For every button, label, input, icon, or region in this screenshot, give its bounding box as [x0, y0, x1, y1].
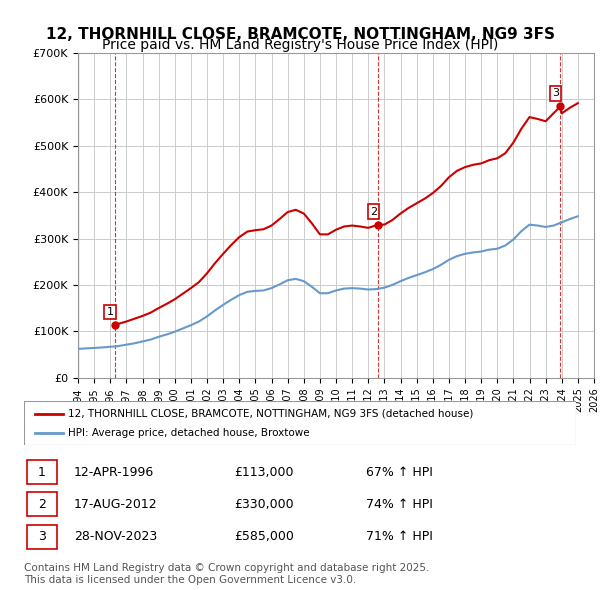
Text: 17-AUG-2012: 17-AUG-2012 — [74, 498, 157, 511]
Text: £113,000: £113,000 — [234, 466, 293, 479]
FancyBboxPatch shape — [24, 401, 576, 445]
Text: 74% ↑ HPI: 74% ↑ HPI — [366, 498, 433, 511]
Text: Contains HM Land Registry data © Crown copyright and database right 2025.
This d: Contains HM Land Registry data © Crown c… — [24, 563, 430, 585]
Text: 3: 3 — [38, 530, 46, 543]
FancyBboxPatch shape — [27, 525, 57, 549]
Text: 12-APR-1996: 12-APR-1996 — [74, 466, 154, 479]
Text: 1: 1 — [38, 466, 46, 479]
Text: 67% ↑ HPI: 67% ↑ HPI — [366, 466, 433, 479]
Text: 1: 1 — [106, 307, 113, 317]
Text: 12, THORNHILL CLOSE, BRAMCOTE, NOTTINGHAM, NG9 3FS: 12, THORNHILL CLOSE, BRAMCOTE, NOTTINGHA… — [46, 27, 554, 41]
Text: HPI: Average price, detached house, Broxtowe: HPI: Average price, detached house, Brox… — [68, 428, 310, 438]
Text: 2: 2 — [370, 206, 377, 217]
FancyBboxPatch shape — [27, 460, 57, 484]
Text: 12, THORNHILL CLOSE, BRAMCOTE, NOTTINGHAM, NG9 3FS (detached house): 12, THORNHILL CLOSE, BRAMCOTE, NOTTINGHA… — [68, 409, 473, 418]
Text: 28-NOV-2023: 28-NOV-2023 — [74, 530, 157, 543]
Text: 2: 2 — [38, 498, 46, 511]
Text: Price paid vs. HM Land Registry's House Price Index (HPI): Price paid vs. HM Land Registry's House … — [102, 38, 498, 53]
Text: £585,000: £585,000 — [234, 530, 293, 543]
FancyBboxPatch shape — [27, 493, 57, 516]
Text: 3: 3 — [552, 88, 559, 99]
Text: 71% ↑ HPI: 71% ↑ HPI — [366, 530, 433, 543]
Text: £330,000: £330,000 — [234, 498, 293, 511]
